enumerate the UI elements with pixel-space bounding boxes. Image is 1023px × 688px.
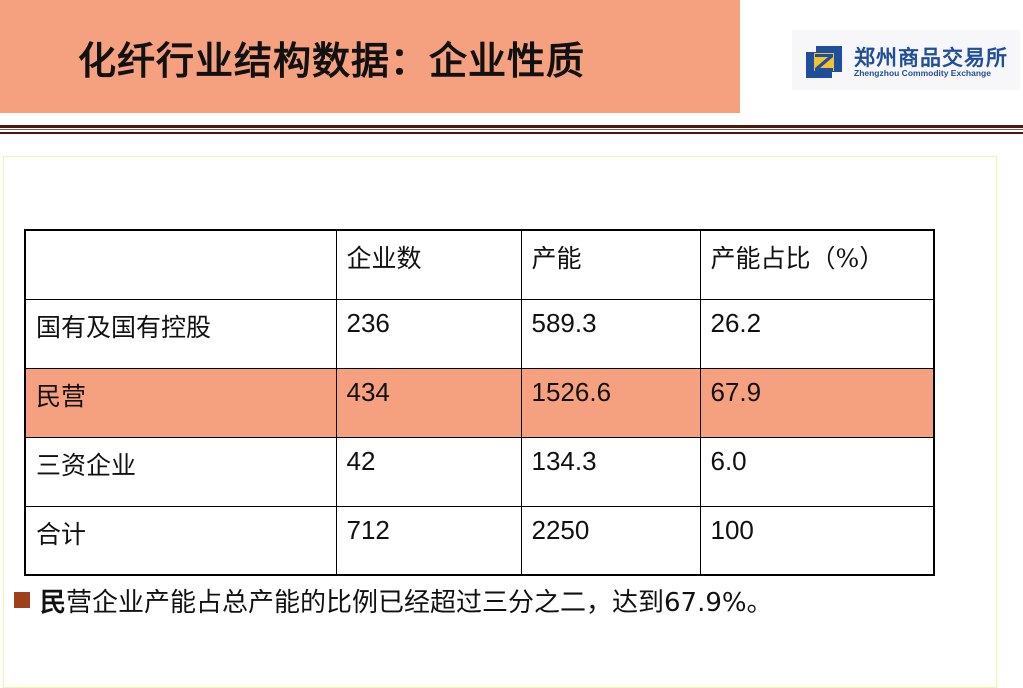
table-cell: 236 bbox=[335, 298, 522, 369]
zce-logo-icon bbox=[806, 46, 842, 78]
summary-note: 民营企业产能占总产能的比例已经超过三分之二，达到67.9%。 bbox=[40, 582, 773, 619]
header-cell bbox=[24, 229, 337, 300]
note-bold: 民 bbox=[40, 588, 67, 618]
table-cell: 42 bbox=[335, 436, 522, 507]
table-cell: 434 bbox=[335, 367, 522, 438]
row-label: 国有及国有控股 bbox=[24, 298, 337, 369]
header-cell: 产能 bbox=[520, 229, 701, 300]
note-text: 营企业产能占总产能的比例已经超过三分之二，达到67.9%。 bbox=[66, 588, 773, 618]
table-cell: 1526.6 bbox=[520, 367, 701, 438]
table-row-total: 合计 712 2250 100 bbox=[24, 505, 935, 576]
table-cell: 2250 bbox=[520, 505, 701, 576]
logo: 郑州商品交易所 Zhengzhou Commodity Exchange bbox=[792, 30, 1020, 90]
slide-title: 化纤行业结构数据：企业性质 bbox=[78, 39, 586, 83]
table-cell: 26.2 bbox=[699, 298, 935, 369]
header-cell: 企业数 bbox=[335, 229, 522, 300]
title-banner bbox=[0, 0, 740, 113]
table-row: 三资企业 42 134.3 6.0 bbox=[24, 436, 935, 507]
divider bbox=[0, 132, 1023, 134]
table-header-row: 企业数 产能 产能占比（%） bbox=[24, 229, 935, 300]
enterprise-table: 企业数 产能 产能占比（%） 国有及国有控股 236 589.3 26.2 民营… bbox=[24, 229, 935, 576]
row-label: 民营 bbox=[24, 367, 337, 438]
row-label: 三资企业 bbox=[24, 436, 337, 507]
table-cell: 712 bbox=[335, 505, 522, 576]
divider bbox=[0, 125, 1023, 128]
row-label: 合计 bbox=[24, 505, 337, 576]
table-cell: 6.0 bbox=[699, 436, 935, 507]
logo-chinese-name: 郑州商品交易所 bbox=[854, 46, 1008, 70]
header-cell: 产能占比（%） bbox=[699, 229, 935, 300]
table-cell: 100 bbox=[699, 505, 935, 576]
logo-english-name: Zhengzhou Commodity Exchange bbox=[854, 68, 991, 78]
table-cell: 134.3 bbox=[520, 436, 701, 507]
table-row: 国有及国有控股 236 589.3 26.2 bbox=[24, 298, 935, 369]
divider bbox=[0, 129, 1023, 130]
table-row-highlighted: 民营 434 1526.6 67.9 bbox=[24, 367, 935, 438]
table-cell: 67.9 bbox=[699, 367, 935, 438]
bullet-square-icon bbox=[14, 592, 30, 608]
table-cell: 589.3 bbox=[520, 298, 701, 369]
